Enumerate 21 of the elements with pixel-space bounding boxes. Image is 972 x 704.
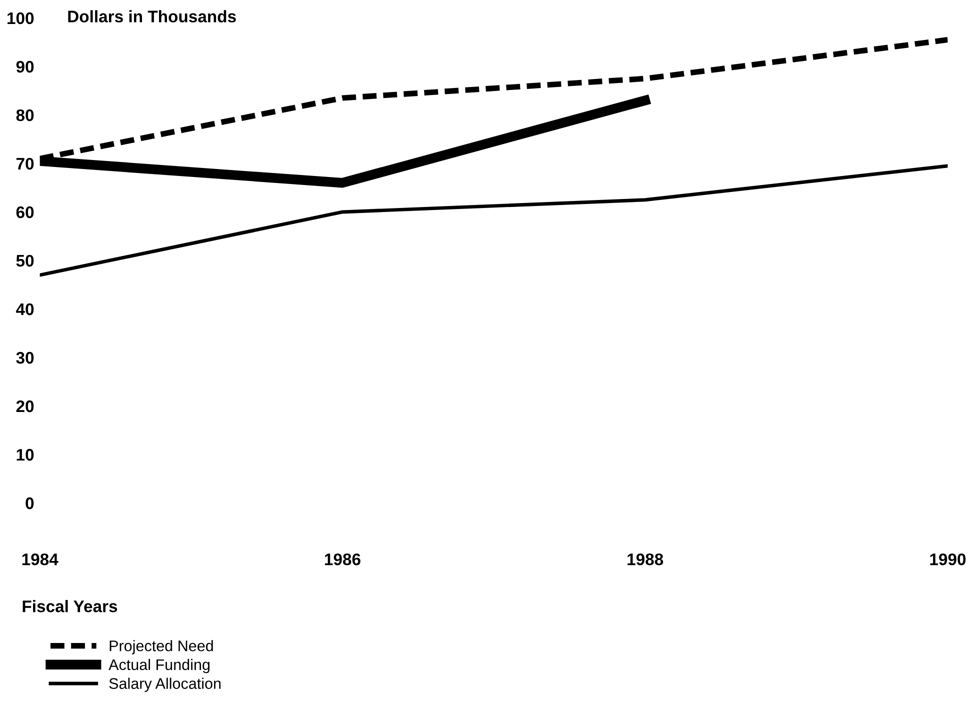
x-tick-label: 1988 [628,553,664,566]
y-tick-label: 0 [26,497,34,510]
x-tick-label: 1990 [930,553,966,566]
legend-label: Projected Need [110,640,213,654]
y-tick-label: 40 [16,303,34,316]
y-tick-label: 70 [16,158,34,170]
y-tick-label: 10 [16,448,34,461]
y-tick-label: 90 [16,60,34,73]
y-tick-label: 100 [8,12,34,24]
y-axis-title: Dollars in Thousands [68,10,236,22]
y-tick-label: 60 [16,206,34,218]
y-tick-label: 50 [16,254,34,267]
y-tick-label: 20 [16,400,34,412]
legend-label: Actual Funding [108,658,210,674]
legend-label: Salary Allocation [109,678,221,692]
x-tick-label: 1986 [324,553,360,566]
y-tick-label: 30 [16,352,34,364]
y-tick-label: 80 [16,109,34,122]
x-tick-label: 1984 [22,553,58,566]
x-axis-title: Fiscal Years [22,600,118,612]
line-series [40,164,948,277]
